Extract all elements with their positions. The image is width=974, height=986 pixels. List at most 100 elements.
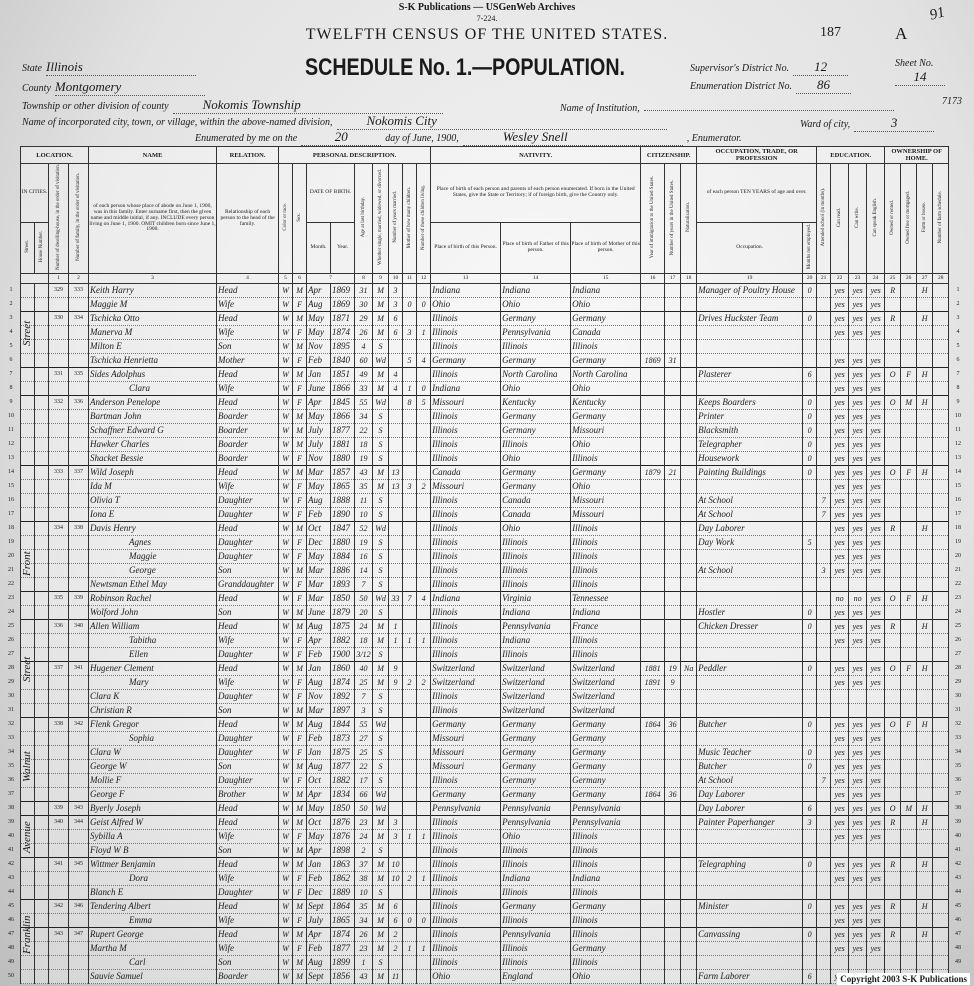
immigration-year-cell: [640, 507, 666, 522]
birth-year-cell: 1879: [330, 605, 356, 620]
farm-house-cell: H: [916, 815, 934, 830]
farm-house-cell: [916, 479, 934, 494]
can-write-cell: yes: [848, 535, 868, 550]
naturalization-cell: [680, 689, 698, 704]
header-bp-mother: Place of birth of Mother of this person.: [570, 221, 642, 275]
school-months-cell: [816, 409, 832, 424]
relation-cell: Son: [216, 339, 280, 354]
header-color: Color or race.: [278, 163, 294, 274]
dwelling-cell: [48, 339, 69, 354]
birthplace-cell: Illinois: [430, 885, 502, 900]
birthplace-cell: Illinois: [430, 955, 502, 970]
school-months-cell: [816, 465, 832, 480]
occupation-cell: Housework: [696, 451, 804, 466]
line-number: 37: [955, 790, 961, 797]
header-month: Month.: [306, 221, 332, 275]
age-cell: 33: [354, 381, 374, 396]
sex-cell: M: [292, 311, 308, 326]
birth-month-cell: Aug: [306, 297, 332, 312]
header-name: NAME: [88, 145, 218, 165]
naturalization-cell: [680, 493, 698, 508]
color-cell: W: [278, 395, 294, 410]
mother-of-cell: 1: [402, 941, 418, 956]
family-cell: 346: [67, 899, 90, 914]
line-number: 33: [955, 734, 961, 741]
can-speak-english-cell: yes: [866, 801, 886, 816]
farm-house-cell: [916, 409, 934, 424]
mother-birthplace-cell: Germany: [570, 409, 642, 424]
years-in-us-cell: [664, 283, 682, 298]
farm-schedule-cell: [932, 465, 950, 480]
relation-cell: Granddaughter: [216, 577, 280, 592]
house-number-cell: [34, 591, 49, 606]
birth-month-cell: Nov: [306, 451, 332, 466]
dwelling-cell: [48, 297, 69, 312]
age-cell: 22: [354, 759, 374, 774]
birthplace-cell: Illinois: [430, 857, 502, 872]
family-cell: [67, 507, 90, 522]
can-write-cell: yes: [848, 507, 868, 522]
birth-month-cell: May: [306, 325, 332, 340]
farm-house-cell: [916, 913, 934, 928]
children-living-cell: [416, 815, 432, 830]
marital-cell: M: [372, 297, 390, 312]
col-number: 9: [372, 273, 390, 284]
can-write-cell: no: [848, 591, 868, 606]
birthplace-cell: Illinois: [430, 843, 502, 858]
months-unemployed-cell: [802, 773, 818, 788]
relation-cell: Wife: [216, 941, 280, 956]
owned-rented-cell: [884, 689, 902, 704]
table-row: 340 344 Geist Alfred W Head W M Oct 1876 23 M 3 Ill…: [20, 815, 950, 830]
table-row: 330 334 Tschicka Otto Head W M May 1871 29 M 6 Illi…: [20, 311, 950, 326]
occupation-cell: Telegrapher: [696, 437, 804, 452]
line-number: 20: [955, 552, 961, 559]
years-married-cell: 1: [388, 633, 404, 648]
age-cell: 31: [354, 283, 374, 298]
marital-cell: S: [372, 689, 390, 704]
relation-cell: Wife: [216, 871, 280, 886]
age-cell: 3: [354, 703, 374, 718]
table-row: Ida M Wife W F May 1865 35 M 13 3 2 Missouri Germany…: [20, 479, 950, 494]
table-row: 336 340 Allen William Head W M Aug 1875 24 M 1 Illi…: [20, 619, 950, 634]
page-stamp: 187: [820, 25, 841, 40]
table-row: 338 342 Flenk Gregor Head W M Aug 1844 55 Wd Germa…: [20, 717, 950, 732]
birth-year-cell: 1845: [330, 395, 356, 410]
relation-cell: Wife: [216, 829, 280, 844]
immigration-year-cell: [640, 759, 666, 774]
line-number: 36: [955, 776, 961, 783]
mother-of-cell: 3: [402, 325, 418, 340]
marital-cell: Wd: [372, 801, 390, 816]
dwelling-cell: 339: [48, 801, 69, 816]
school-months-cell: [816, 857, 832, 872]
birthplace-cell: Illinois: [430, 311, 502, 326]
naturalization-cell: [680, 325, 698, 340]
months-unemployed-cell: 3: [802, 815, 818, 830]
line-number: 38: [8, 804, 14, 811]
house-number-cell: [34, 493, 49, 508]
can-speak-english-cell: yes: [866, 661, 886, 676]
owned-rented-cell: [884, 871, 902, 886]
can-read-cell: yes: [830, 353, 850, 368]
farm-house-cell: [916, 955, 934, 970]
street-name: Walnut: [21, 751, 33, 782]
farm-schedule-cell: [932, 815, 950, 830]
free-mortgaged-cell: [900, 619, 918, 634]
table-row: Manerva M Wife W F May 1874 26 M 6 3 1 Illinois Penn…: [20, 325, 950, 340]
years-married-cell: [388, 353, 404, 368]
birthplace-cell: Illinois: [430, 689, 502, 704]
birthplace-cell: Germany: [430, 787, 502, 802]
mother-of-cell: [402, 759, 418, 774]
col-number: 4: [216, 273, 280, 284]
sex-cell: M: [292, 759, 308, 774]
farm-house-cell: [916, 577, 934, 592]
can-read-cell: yes: [830, 717, 850, 732]
birth-year-cell: 1886: [330, 563, 356, 578]
months-unemployed-cell: [802, 955, 818, 970]
farm-house-cell: [916, 703, 934, 718]
table-row: Carl Son W M Aug 1899 1 S Illinois Illinois Illino…: [20, 955, 950, 970]
father-birthplace-cell: Illinois: [500, 535, 572, 550]
mother-birthplace-cell: Germany: [570, 311, 642, 326]
occupation-cell: Drives Huckster Team: [696, 311, 804, 326]
years-married-cell: 13: [388, 465, 404, 480]
house-number-cell: [34, 535, 49, 550]
